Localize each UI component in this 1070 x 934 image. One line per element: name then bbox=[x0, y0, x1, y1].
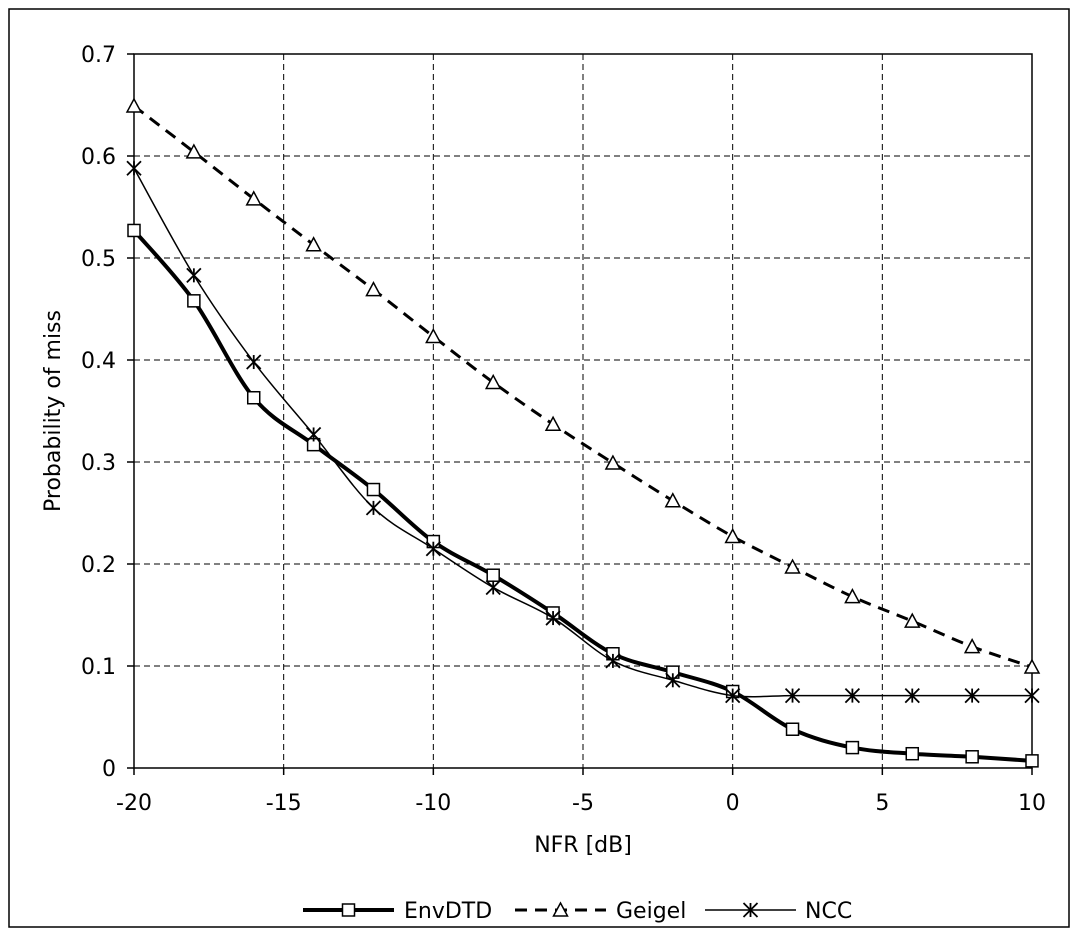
data-point-geigel bbox=[904, 612, 921, 628]
series-group bbox=[125, 97, 1041, 768]
data-point-ncc bbox=[964, 687, 980, 704]
data-point-geigel bbox=[604, 454, 622, 470]
x-tick-label: -10 bbox=[415, 791, 451, 816]
legend-label: Geigel bbox=[616, 899, 686, 924]
data-point-envdtd bbox=[845, 740, 860, 755]
data-point-envdtd bbox=[246, 390, 261, 405]
axes: -20 -15 -10 -5 0 5 10 0 0.1 0.2 0.3 0.4 0.5 0.6 0.7 bbox=[81, 43, 1046, 816]
data-point-envdtd bbox=[486, 568, 500, 582]
x-tick-label: 0 bbox=[726, 791, 740, 816]
data-point-ncc bbox=[665, 672, 681, 688]
data-point-geigel bbox=[844, 588, 861, 604]
legend-swatch-marker bbox=[341, 903, 356, 917]
series-ncc bbox=[126, 160, 1040, 704]
y-tick-label: 0.6 bbox=[81, 145, 116, 170]
data-point-geigel bbox=[185, 143, 203, 159]
data-point-geigel bbox=[484, 373, 502, 390]
data-point-ncc bbox=[126, 160, 142, 176]
y-tick-label: 0.5 bbox=[81, 247, 116, 272]
grid bbox=[134, 54, 1032, 768]
data-point-ncc bbox=[246, 354, 262, 370]
legend-item-envdtd: EnvDTD bbox=[303, 899, 492, 924]
x-tick-label: -5 bbox=[572, 791, 594, 816]
y-tick-label: 0 bbox=[102, 757, 116, 782]
data-point-ncc bbox=[784, 687, 801, 704]
data-point-geigel bbox=[125, 97, 143, 113]
data-point-ncc bbox=[605, 653, 621, 669]
legend-label: EnvDTD bbox=[404, 899, 492, 924]
data-point-geigel bbox=[784, 558, 801, 574]
series-line-geigel bbox=[133, 104, 1033, 669]
data-point-envdtd bbox=[905, 746, 920, 761]
x-axis-label: NFR [dB] bbox=[534, 833, 632, 858]
y-tick-label: 0.2 bbox=[81, 553, 116, 578]
data-point-geigel bbox=[425, 327, 442, 344]
legend: EnvDTD Geigel NCC bbox=[303, 899, 852, 924]
legend-item-ncc: NCC bbox=[705, 899, 852, 924]
legend-item-geigel: Geigel bbox=[515, 899, 686, 924]
x-tick-label: -15 bbox=[266, 791, 302, 816]
legend-swatch-marker bbox=[552, 901, 569, 917]
data-point-ncc bbox=[305, 426, 322, 443]
legend-swatch-marker bbox=[742, 902, 759, 918]
data-point-geigel bbox=[365, 281, 382, 297]
data-point-geigel bbox=[664, 492, 682, 508]
data-point-envdtd bbox=[127, 223, 141, 238]
y-tick-label: 0.1 bbox=[81, 655, 116, 680]
data-point-envdtd bbox=[785, 722, 800, 736]
data-point-geigel bbox=[544, 415, 562, 432]
data-point-ncc bbox=[186, 267, 202, 283]
data-point-ncc bbox=[545, 610, 561, 626]
data-point-ncc bbox=[1024, 687, 1040, 704]
data-point-ncc bbox=[365, 500, 382, 516]
data-point-geigel bbox=[245, 190, 262, 206]
data-point-envdtd bbox=[1025, 754, 1039, 768]
chart-frame bbox=[8, 8, 1070, 928]
data-point-ncc bbox=[425, 541, 441, 557]
data-point-ncc bbox=[485, 579, 501, 596]
x-tick-label: -20 bbox=[116, 791, 152, 816]
data-point-ncc bbox=[725, 687, 741, 704]
data-point-ncc bbox=[844, 687, 861, 704]
legend-label: NCC bbox=[805, 899, 852, 924]
data-point-geigel bbox=[305, 236, 322, 252]
data-point-ncc bbox=[904, 687, 920, 704]
data-point-envdtd bbox=[187, 294, 201, 308]
y-tick-label: 0.7 bbox=[81, 43, 116, 68]
series-geigel bbox=[125, 97, 1041, 674]
y-axis-label: Probability of miss bbox=[41, 310, 66, 512]
data-point-geigel bbox=[963, 638, 981, 654]
x-tick-label: 5 bbox=[875, 791, 889, 816]
data-point-geigel bbox=[1023, 658, 1041, 674]
x-tick-label: 10 bbox=[1018, 791, 1046, 816]
data-point-envdtd bbox=[965, 750, 979, 764]
y-tick-label: 0.4 bbox=[81, 349, 116, 374]
data-point-geigel bbox=[724, 527, 741, 544]
y-tick-label: 0.3 bbox=[81, 451, 116, 476]
data-point-envdtd bbox=[366, 482, 381, 497]
